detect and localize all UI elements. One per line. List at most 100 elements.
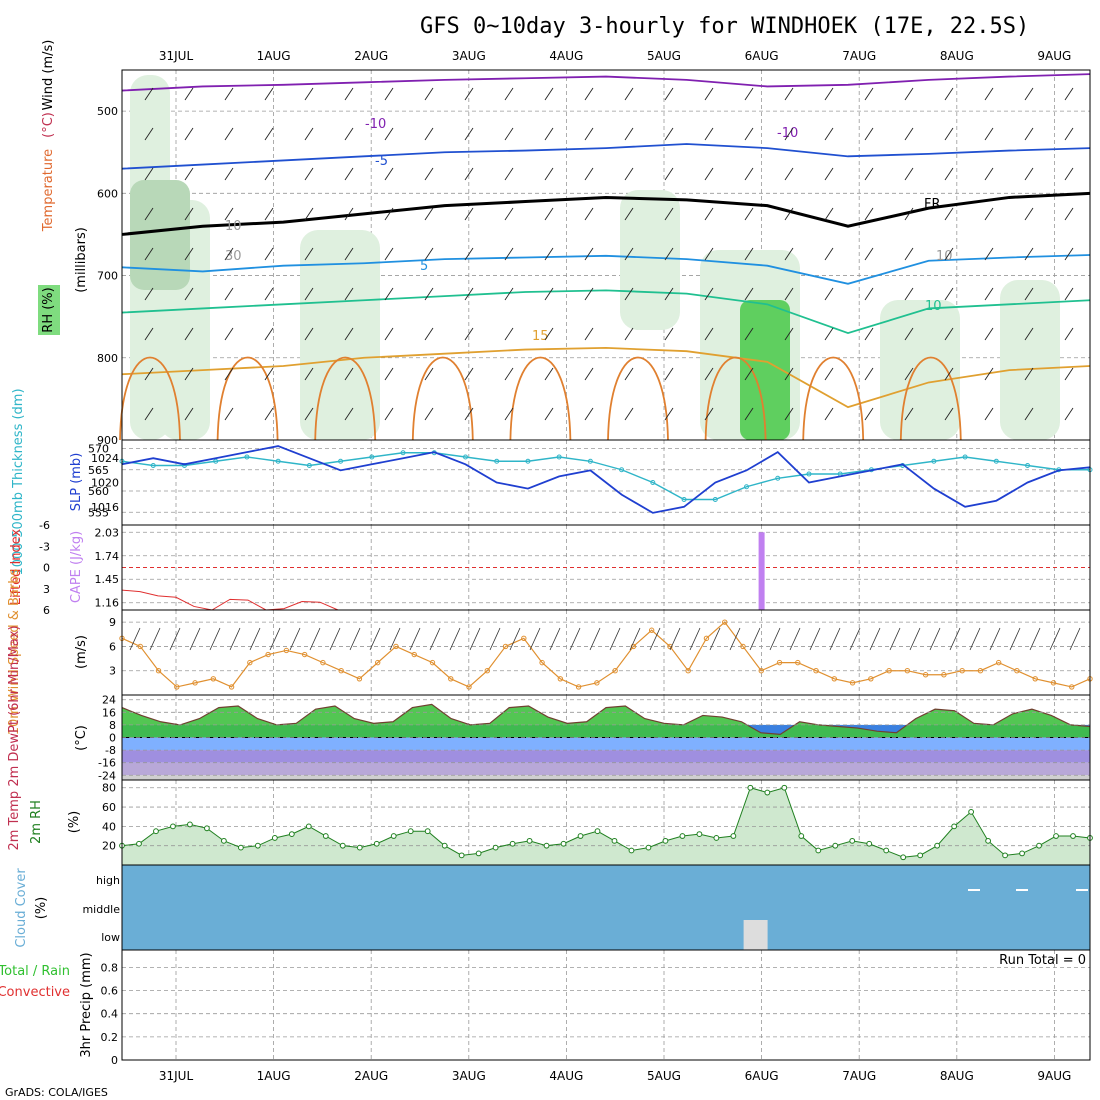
temperature2m-axis-title: 2m Temp 2m DewPt (6hr Min/Max) [7, 625, 22, 850]
thickness-point [931, 458, 937, 464]
wind-barb [529, 627, 541, 651]
wind10m-panel: 9 6 3 10m Wind Speed & Barbs (m/s) [7, 569, 1093, 735]
rh-point [204, 825, 210, 832]
wind-barb [224, 287, 234, 301]
wind-tick-label: 6 [109, 640, 116, 653]
wind-barb [704, 247, 714, 261]
top-date-axis: 31JUL 1AUG 2AUG 3AUG 4AUG 5AUG 6AUG 7AUG 8AUG 9AU… [159, 49, 1072, 63]
rh-point [1019, 850, 1025, 857]
wind-barb [504, 87, 514, 101]
wind-barb [424, 167, 434, 181]
precip-convective-legend: Convective [0, 985, 70, 1000]
rh-point [424, 828, 431, 835]
wind-barb [1009, 627, 1021, 651]
lifted-index-tick-label: -3 [39, 540, 50, 553]
rh-point [883, 847, 890, 854]
wind-barb [509, 627, 521, 651]
wind-barb [909, 627, 921, 651]
slp-tick-label: 1020 [91, 477, 119, 490]
wind-barb [504, 367, 514, 381]
thickness-tick-label: 565 [88, 464, 109, 477]
contour-label: FR [924, 197, 941, 212]
thickness-axis-title: 1000-500mb Thickness (dm) [11, 388, 26, 575]
thickness-point [962, 454, 968, 460]
wind-barb [369, 627, 381, 651]
rh-point [679, 833, 686, 839]
thickness-point [275, 458, 281, 464]
wind-barb [384, 87, 394, 101]
wind-speed-point [813, 668, 819, 674]
wind-barb [784, 127, 794, 141]
wind-barb [584, 327, 594, 341]
slp-thickness-panel: 570 565 560 555 1024 1020 1016 1000-500mb Thick… [11, 388, 1093, 576]
wind-barb [504, 167, 514, 181]
wind-speed-point [228, 684, 235, 690]
wind-barb [304, 327, 314, 341]
wind-barb [389, 627, 401, 651]
wind-barb [624, 87, 634, 101]
wind-speed-point [995, 659, 1002, 666]
wind-barb [704, 287, 714, 301]
temperature-band [122, 750, 1090, 763]
wind-barb [824, 207, 834, 221]
wind-speed-point [338, 668, 344, 674]
thickness-point [806, 471, 812, 477]
wind-barb [1064, 287, 1074, 301]
lifted-index-tick-label: -6 [39, 519, 50, 532]
chart-title: GFS 0~10day 3-hourly for WINDHOEK (17E, … [420, 14, 1029, 39]
wind-barb [664, 367, 674, 381]
rh-point [985, 837, 992, 844]
rh-shade [300, 230, 380, 440]
rh-point [1070, 833, 1076, 839]
wind-barb [1024, 407, 1034, 421]
temperature-tick-label: 24 [102, 694, 116, 707]
thickness-point [369, 454, 375, 460]
low-cloud-block [743, 920, 768, 950]
wind-barb [944, 87, 954, 101]
wind-barb [304, 247, 314, 261]
top-date-label: 4AUG [549, 49, 583, 63]
wind-barb [1024, 127, 1034, 141]
wind-barb [464, 127, 474, 141]
wind-barb [224, 87, 234, 101]
contour-label: -10 [777, 126, 798, 141]
rh-line [121, 787, 1091, 858]
wind-barb [744, 287, 754, 301]
wind-barb [869, 627, 881, 651]
wind-speed-point [265, 651, 271, 658]
isotherm-line [121, 289, 1091, 335]
wind-barb [944, 287, 954, 301]
wind-barb [584, 287, 594, 301]
wind-barb [424, 247, 434, 261]
rh-tick-label: 80 [102, 782, 116, 795]
wind-barb [144, 167, 154, 181]
wind-barb [624, 327, 634, 341]
wind-speed-point [429, 659, 436, 666]
precip-panel: 0.8 0.6 0.4 0.2 0 Run Total = 0 Total / Rain Co… [0, 949, 1091, 1067]
wind-barb [329, 627, 341, 651]
cloud-layer-label: low [101, 931, 120, 944]
wind-speed-point [210, 676, 217, 682]
slp-axis-title: SLP (mb) [69, 453, 84, 512]
cape-lifted-index-panel: -6 -3 0 3 6 2.03 1.74 1.45 1.16 Lifted Index CAPE … [9, 519, 1091, 617]
temperature-tick-label: -8 [105, 744, 116, 757]
wind-barb [744, 87, 754, 101]
wind-barb [584, 367, 594, 381]
wind-barb [624, 207, 634, 221]
rh-point [594, 828, 601, 835]
wind-axis-title: Wind (m/s) [41, 40, 56, 111]
wind-barb [904, 367, 914, 381]
wind-barb [544, 87, 554, 101]
rh-point [611, 837, 618, 844]
rh-point [237, 844, 244, 851]
wind-barb [504, 287, 514, 301]
lifted-index-tick-label: 3 [43, 583, 50, 596]
panels: 500600700800900-10-10-5FR51015103010Temp… [0, 40, 1093, 1067]
wind-speed-point [174, 684, 180, 690]
wind-barb [864, 247, 874, 261]
wind-barb [744, 127, 754, 141]
rh-tick-label: 20 [102, 840, 116, 853]
wind-barb [504, 127, 514, 141]
rh2m-unit-title: (%) [67, 811, 82, 834]
wind-barb [584, 407, 594, 421]
